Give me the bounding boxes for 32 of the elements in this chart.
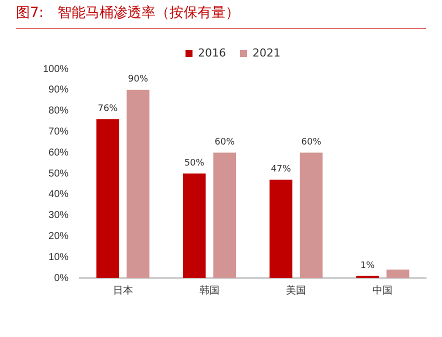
bar <box>126 90 150 278</box>
y-tick-label: 80% <box>48 106 69 117</box>
data-label: 60% <box>214 137 236 148</box>
legend-label: 2021 <box>252 46 280 60</box>
bar <box>300 152 323 278</box>
y-tick-label: 10% <box>48 252 69 263</box>
bar <box>270 180 292 278</box>
bar <box>213 152 236 278</box>
data-label: 60% <box>301 137 322 148</box>
y-tick-label: 0% <box>54 272 69 284</box>
x-tick-label: 中国 <box>372 284 393 297</box>
bar <box>96 119 120 278</box>
y-tick-label: 30% <box>48 210 69 222</box>
y-tick-label: 40% <box>48 189 69 200</box>
data-label: 76% <box>98 104 118 114</box>
y-tick-label: 90% <box>48 84 69 96</box>
data-label: 90% <box>128 74 148 85</box>
bar <box>386 270 410 278</box>
y-tick-label: 60% <box>48 147 69 158</box>
y-tick-label: 70% <box>48 126 69 138</box>
chart-title: 图7: 智能马桶渗透率（按保有量） <box>16 4 426 29</box>
x-tick-label: 日本 <box>112 284 133 297</box>
y-tick-label: 50% <box>48 168 69 180</box>
legend-label: 2016 <box>198 46 226 60</box>
x-tick-label: 韩国 <box>199 284 220 297</box>
data-label: 1% <box>360 260 376 271</box>
x-tick-label: 美国 <box>286 284 306 297</box>
y-tick-label: 20% <box>48 230 69 242</box>
bar <box>182 174 206 278</box>
data-label: 50% <box>184 158 205 168</box>
data-label: 47% <box>270 164 292 175</box>
y-tick-label: 100% <box>43 64 69 75</box>
